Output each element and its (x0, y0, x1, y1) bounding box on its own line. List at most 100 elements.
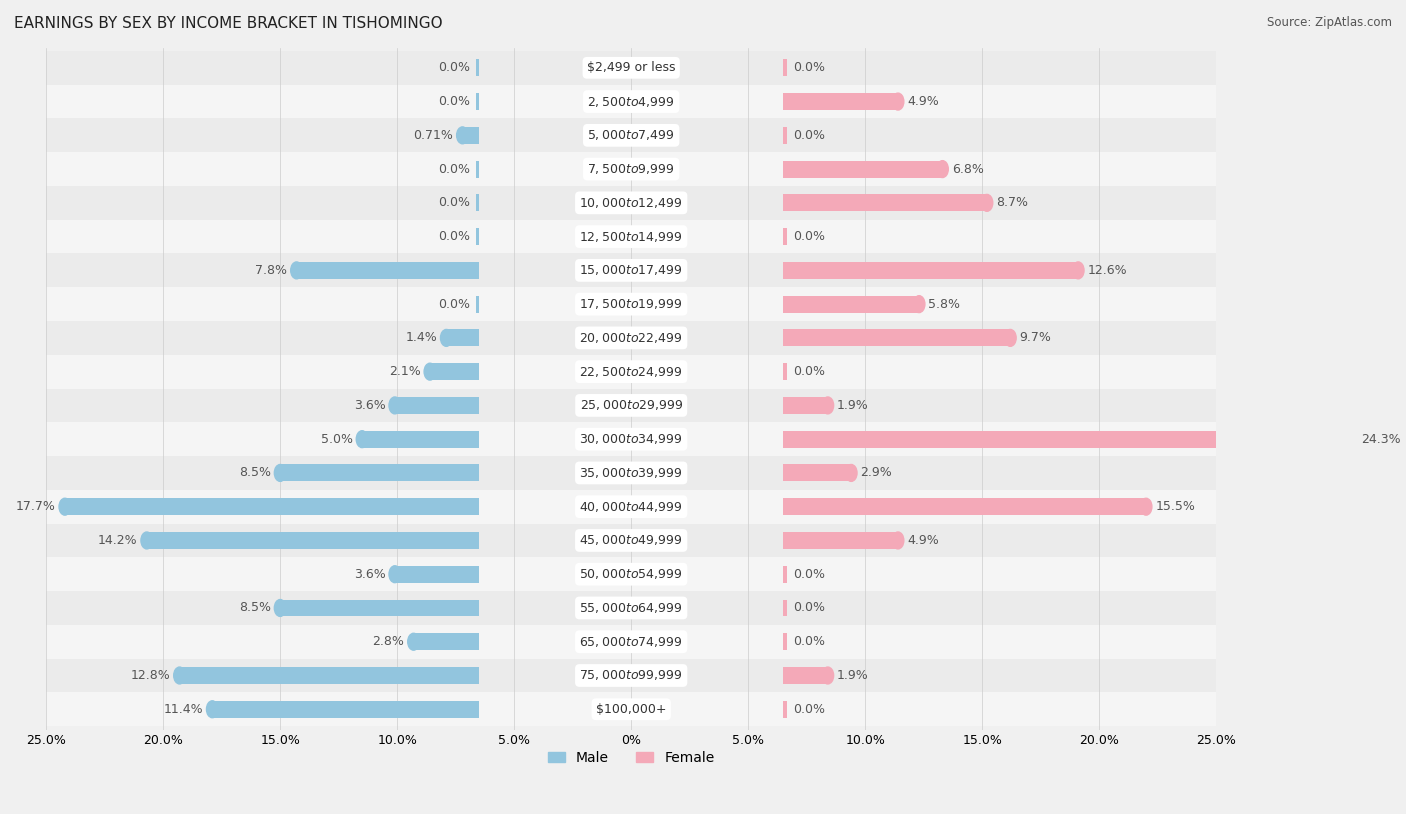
Bar (46, 287, 1216, 321)
Bar (46, 693, 1216, 726)
Bar (783, 93, 898, 110)
Text: 0.0%: 0.0% (437, 95, 470, 108)
Text: $20,000 to $22,499: $20,000 to $22,499 (579, 331, 683, 345)
Text: $75,000 to $99,999: $75,000 to $99,999 (579, 668, 683, 682)
Bar (463, 127, 479, 144)
Bar (783, 330, 1011, 346)
Bar (297, 262, 479, 279)
Bar (46, 253, 1216, 287)
Text: 0.0%: 0.0% (437, 196, 470, 209)
Text: $22,500 to $24,999: $22,500 to $24,999 (579, 365, 683, 379)
Bar (783, 228, 787, 245)
Text: $30,000 to $34,999: $30,000 to $34,999 (579, 432, 683, 446)
Bar (395, 566, 479, 583)
Text: 0.71%: 0.71% (413, 129, 453, 142)
Bar (180, 667, 479, 684)
Bar (783, 295, 920, 313)
Text: $55,000 to $64,999: $55,000 to $64,999 (579, 601, 683, 615)
Circle shape (207, 701, 218, 718)
Circle shape (845, 465, 858, 481)
Text: $2,499 or less: $2,499 or less (586, 61, 675, 74)
Text: 8.5%: 8.5% (239, 602, 271, 615)
Text: $2,500 to $4,999: $2,500 to $4,999 (588, 94, 675, 108)
Text: 6.8%: 6.8% (952, 163, 984, 176)
Circle shape (59, 498, 70, 515)
Text: 1.4%: 1.4% (405, 331, 437, 344)
Bar (783, 566, 787, 583)
Circle shape (408, 633, 419, 650)
Bar (783, 701, 787, 718)
Circle shape (823, 667, 834, 684)
Bar (46, 456, 1216, 490)
Bar (46, 591, 1216, 625)
Circle shape (141, 532, 153, 549)
Bar (783, 667, 828, 684)
Circle shape (893, 532, 904, 549)
Bar (475, 195, 479, 212)
Bar (46, 355, 1216, 388)
Bar (475, 93, 479, 110)
Bar (46, 119, 1216, 152)
Text: 17.7%: 17.7% (15, 500, 55, 513)
Bar (46, 186, 1216, 220)
Circle shape (174, 667, 186, 684)
Text: 0.0%: 0.0% (793, 602, 825, 615)
Text: $5,000 to $7,499: $5,000 to $7,499 (588, 129, 675, 142)
Circle shape (425, 363, 436, 380)
Bar (46, 558, 1216, 591)
Bar (413, 633, 479, 650)
Circle shape (356, 431, 368, 448)
Circle shape (1140, 498, 1152, 515)
Text: 3.6%: 3.6% (354, 567, 385, 580)
Text: $35,000 to $39,999: $35,000 to $39,999 (579, 466, 683, 480)
Bar (280, 600, 479, 616)
Text: $10,000 to $12,499: $10,000 to $12,499 (579, 196, 683, 210)
Text: 15.5%: 15.5% (1156, 500, 1195, 513)
Bar (430, 363, 479, 380)
Bar (783, 600, 787, 616)
Text: $50,000 to $54,999: $50,000 to $54,999 (579, 567, 683, 581)
Text: 3.6%: 3.6% (354, 399, 385, 412)
Text: $45,000 to $49,999: $45,000 to $49,999 (579, 533, 683, 548)
Bar (475, 160, 479, 177)
Bar (475, 228, 479, 245)
Circle shape (274, 600, 285, 616)
Text: 0.0%: 0.0% (793, 129, 825, 142)
Legend: Male, Female: Male, Female (543, 745, 720, 770)
Circle shape (823, 397, 834, 414)
Bar (783, 498, 1146, 515)
Text: 2.8%: 2.8% (373, 635, 404, 648)
Bar (446, 330, 479, 346)
Bar (783, 127, 787, 144)
Text: $7,500 to $9,999: $7,500 to $9,999 (588, 162, 675, 176)
Bar (46, 152, 1216, 186)
Text: 7.8%: 7.8% (256, 264, 287, 277)
Text: 0.0%: 0.0% (793, 61, 825, 74)
Text: $12,500 to $14,999: $12,500 to $14,999 (579, 230, 683, 243)
Circle shape (1073, 262, 1084, 279)
Circle shape (274, 465, 285, 481)
Text: 12.6%: 12.6% (1088, 264, 1128, 277)
Text: 0.0%: 0.0% (437, 298, 470, 311)
Text: 2.1%: 2.1% (389, 365, 420, 379)
Text: 4.9%: 4.9% (907, 534, 939, 547)
Bar (783, 431, 1353, 448)
Text: $40,000 to $44,999: $40,000 to $44,999 (579, 500, 683, 514)
Text: 0.0%: 0.0% (793, 230, 825, 243)
Bar (475, 59, 479, 77)
Bar (46, 523, 1216, 558)
Bar (280, 465, 479, 481)
Text: 0.0%: 0.0% (437, 61, 470, 74)
Circle shape (1004, 330, 1017, 346)
Text: 24.3%: 24.3% (1361, 433, 1400, 446)
Text: 0.0%: 0.0% (793, 365, 825, 379)
Bar (46, 625, 1216, 659)
Circle shape (389, 566, 401, 583)
Bar (783, 160, 942, 177)
Bar (46, 659, 1216, 693)
Bar (395, 397, 479, 414)
Bar (46, 51, 1216, 85)
Text: 12.8%: 12.8% (131, 669, 170, 682)
Bar (46, 321, 1216, 355)
Text: 0.0%: 0.0% (793, 635, 825, 648)
